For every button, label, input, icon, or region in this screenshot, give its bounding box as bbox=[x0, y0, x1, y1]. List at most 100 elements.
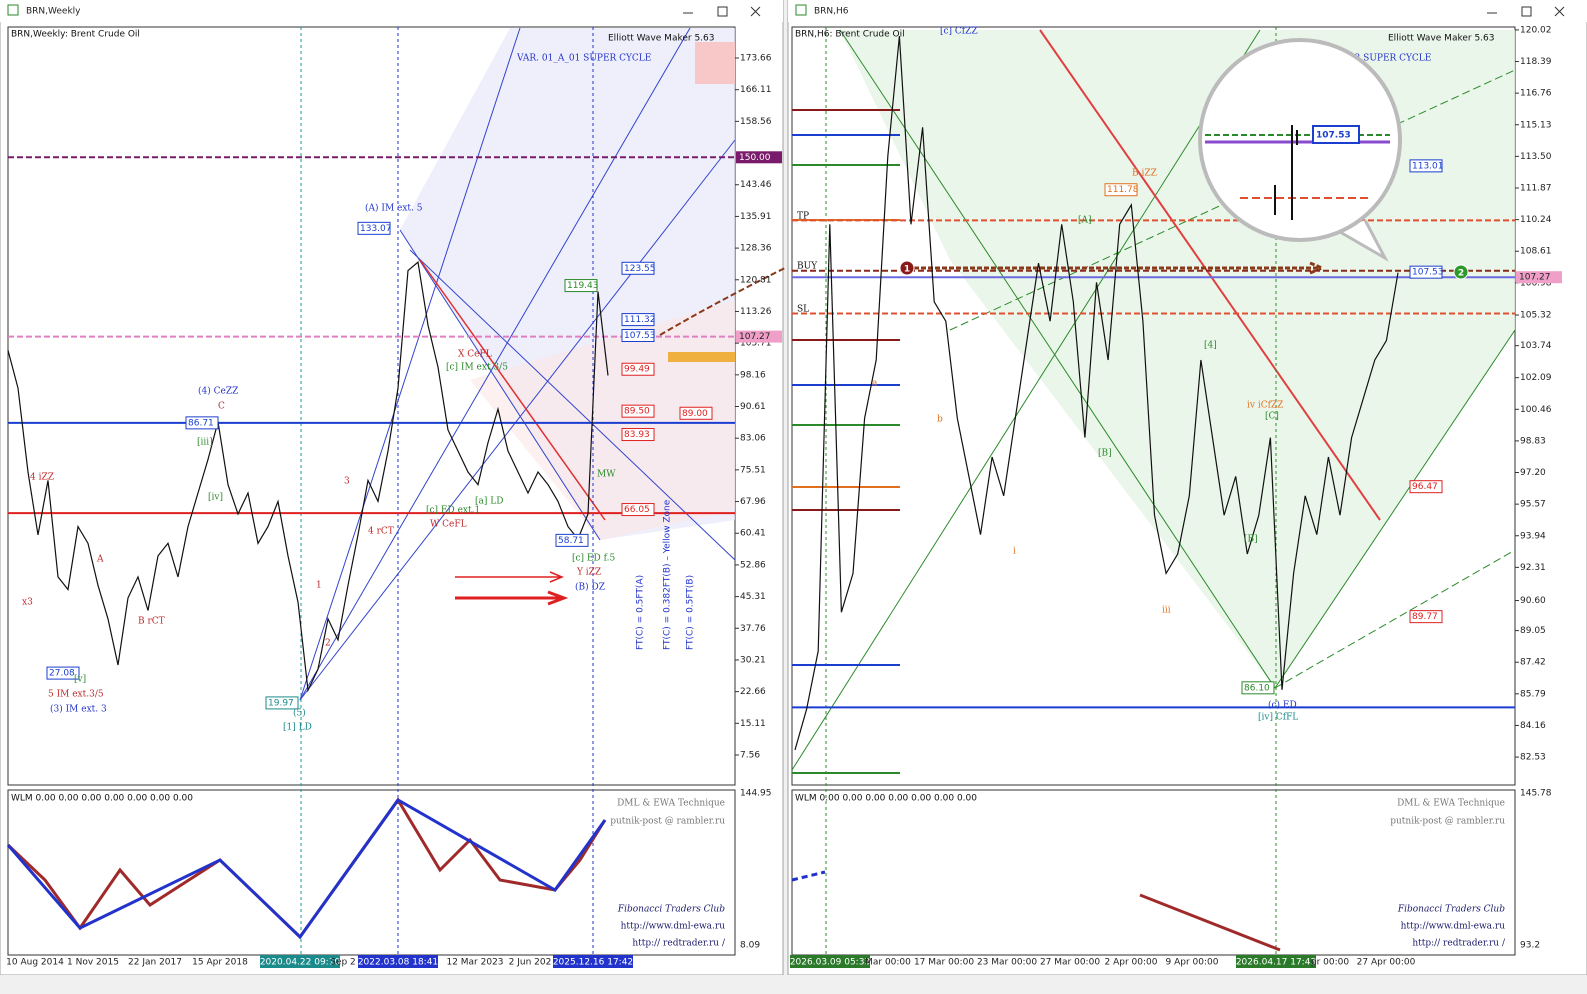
zoom-callout bbox=[1339, 219, 1389, 262]
step-marker-label: 1 bbox=[904, 265, 910, 275]
fib-line bbox=[399, 229, 601, 541]
axis-marker bbox=[736, 151, 782, 164]
wave-label: iii bbox=[1162, 606, 1171, 616]
chart-title: BRN,Weekly: Brent Crude Oil bbox=[11, 30, 140, 40]
wave-label: [c] ED ext.1 bbox=[426, 506, 480, 516]
wave-label: X CeFL bbox=[458, 350, 492, 360]
y-tick-label: 92.31 bbox=[1520, 563, 1546, 573]
zoom-callout bbox=[1198, 38, 1402, 242]
y-tick-label: 118.39 bbox=[1520, 57, 1552, 67]
wave-label: (4) CeZZ bbox=[198, 386, 238, 397]
wave-label: 5 IM ext.3/5 bbox=[48, 690, 104, 700]
wave-label: b bbox=[937, 415, 943, 425]
x-tick-label: 10 Aug 2014 bbox=[6, 958, 64, 968]
x-tick-label: 12 Mar 2023 bbox=[446, 958, 503, 968]
x-tick-label: 2026.04.17 17:43 bbox=[1236, 958, 1316, 968]
y-tick-label: 120.81 bbox=[740, 275, 772, 285]
wave-label: TP bbox=[797, 212, 809, 222]
credit: Fibonacci Traders Club bbox=[1397, 905, 1505, 915]
price-box bbox=[1409, 480, 1443, 494]
axis-marker-label: 150.00 bbox=[739, 153, 771, 163]
y-tick-label: 45.31 bbox=[740, 592, 766, 602]
price-box bbox=[357, 221, 391, 235]
wave-label: [B] bbox=[1244, 535, 1258, 545]
price-box bbox=[621, 329, 655, 343]
y-tick-label: 85.79 bbox=[1520, 689, 1546, 699]
y-tick-label: 110.24 bbox=[1520, 215, 1552, 225]
x-tick-label: 22 Jan 2017 bbox=[128, 958, 182, 968]
y-tick-label: 158.56 bbox=[740, 117, 772, 127]
wave-label: [c] IM ext.3/5 bbox=[446, 363, 508, 373]
wave-label: [a] LD bbox=[475, 497, 503, 507]
axis-marker-label: 107.27 bbox=[1519, 273, 1551, 283]
y-tick-label: 30.21 bbox=[740, 655, 766, 665]
y-tick-label: 108.61 bbox=[1520, 247, 1552, 257]
close-button[interactable] bbox=[750, 6, 761, 17]
target-zone bbox=[695, 42, 735, 84]
wave-label: (B) DZ bbox=[575, 582, 605, 593]
wave-label: C bbox=[218, 402, 225, 412]
price-box bbox=[555, 533, 589, 547]
price-box-label: 113.01 bbox=[1412, 161, 1444, 171]
y-tick-label: 75.51 bbox=[740, 465, 766, 475]
vertical-note: FT(C) = 0.5FT(B) bbox=[686, 575, 696, 650]
credit: http:// redtrader.ru / bbox=[632, 939, 726, 949]
price-box bbox=[621, 261, 655, 275]
y-tick-label: 67.96 bbox=[740, 497, 766, 507]
credit: putnik-post @ rambler.ru bbox=[1390, 817, 1505, 827]
zoom-price-box bbox=[1312, 125, 1360, 144]
wave-label: W CeFL bbox=[430, 520, 467, 530]
price-box-label: 89.77 bbox=[1412, 612, 1438, 622]
chart-title: BRN,H6: Brent Crude Oil bbox=[795, 30, 905, 40]
x-tick-label: 2020.04.22 09:10 bbox=[260, 958, 341, 968]
fib-line bbox=[409, 249, 736, 561]
maximize-button[interactable] bbox=[1521, 6, 1532, 17]
price-box-label: 89.00 bbox=[682, 409, 708, 419]
x-tick-label: 2 Apr 00:00 bbox=[1105, 958, 1158, 968]
axis-marker bbox=[736, 330, 782, 343]
credit: http://www.dml-ewa.ru bbox=[621, 922, 726, 932]
close-button[interactable] bbox=[1554, 6, 1565, 17]
credit: http:// redtrader.ru / bbox=[1412, 939, 1506, 949]
window-title: BRN,Weekly bbox=[26, 7, 81, 17]
fib-line bbox=[299, 27, 691, 701]
x-tick-label: 9 Apr 00:00 bbox=[1166, 958, 1219, 968]
wave-label: SL bbox=[797, 305, 809, 315]
fib-line bbox=[839, 29, 1276, 689]
wave-label: iv iCfZZ bbox=[1247, 401, 1283, 411]
wave-label: i bbox=[1013, 547, 1016, 557]
maximize-button[interactable] bbox=[717, 6, 728, 17]
x-tick-label: 15 Apr 2018 bbox=[192, 958, 248, 968]
y-tick-label: 111.87 bbox=[1520, 183, 1552, 193]
wave-label: Y iZZ bbox=[576, 568, 601, 578]
price-box bbox=[1241, 681, 1275, 695]
bottom-strip bbox=[0, 975, 1587, 990]
fib-line bbox=[299, 27, 521, 701]
y-tick-label: 52.86 bbox=[740, 560, 766, 570]
x-tick-label: 2025.12.16 17:42 bbox=[553, 958, 633, 968]
trend-line bbox=[419, 259, 606, 521]
credit: Fibonacci Traders Club bbox=[617, 905, 725, 915]
wave-label: [c] ED f.5 bbox=[572, 554, 615, 564]
step-marker-label: 2 bbox=[1458, 269, 1464, 279]
indicator-area bbox=[791, 789, 1516, 956]
price-box bbox=[1409, 610, 1443, 624]
price-box-label: 19.97 bbox=[268, 698, 294, 708]
price-box bbox=[621, 503, 655, 517]
price-box bbox=[621, 428, 655, 442]
indicator-subtitle: WLM 0.00 0.00 0.00 0.00 0.00 0.00 0.00 bbox=[11, 794, 193, 804]
vertical-note: FT(C) = 0.382FT(B) – Yellow Zone bbox=[663, 499, 673, 650]
price-line bbox=[7, 261, 609, 693]
price-box bbox=[1409, 265, 1443, 279]
wave-label: [A] bbox=[1078, 216, 1092, 226]
wave-label: [1] LD bbox=[283, 723, 312, 733]
sub-tick-label: 8.09 bbox=[740, 941, 760, 951]
y-tick-label: 128.36 bbox=[740, 244, 772, 254]
wave-label: BUY bbox=[797, 262, 818, 272]
y-tick-label: 116.76 bbox=[1520, 89, 1552, 99]
y-tick-label: 106.98 bbox=[1520, 278, 1552, 288]
wave-label: [c] CfZZ bbox=[940, 27, 978, 37]
y-tick-label: 105.32 bbox=[1520, 311, 1552, 321]
price-box-label: 99.49 bbox=[624, 365, 650, 375]
